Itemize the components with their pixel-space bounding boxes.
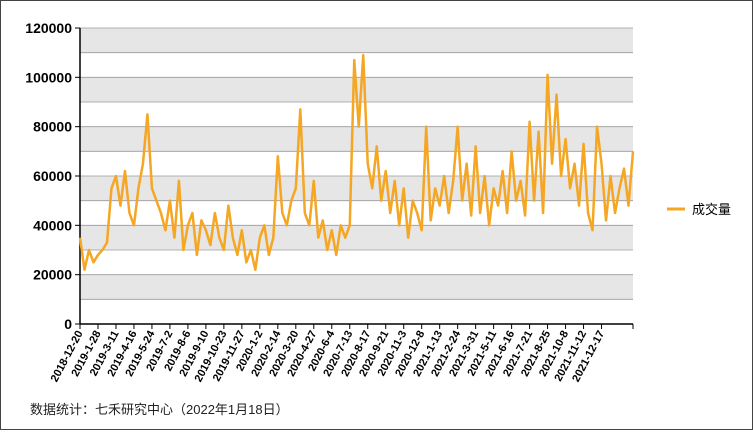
y-tick-label: 60000	[33, 168, 72, 184]
y-tick-label: 120000	[25, 20, 72, 36]
band	[80, 126, 633, 152]
series-line	[78, 53, 635, 271]
band	[80, 225, 633, 250]
y-tick-label: 80000	[33, 119, 72, 135]
band	[80, 176, 633, 201]
band	[80, 28, 633, 53]
band	[80, 274, 633, 300]
source-note: 数据统计：七禾研究中心（2022年1月18日）	[30, 402, 289, 417]
y-tick-label: 20000	[33, 267, 72, 283]
legend-label: 成交量	[692, 202, 731, 217]
y-tick-label: 0	[64, 316, 72, 332]
y-tick-label: 100000	[25, 69, 72, 85]
y-tick-label: 40000	[33, 217, 72, 233]
